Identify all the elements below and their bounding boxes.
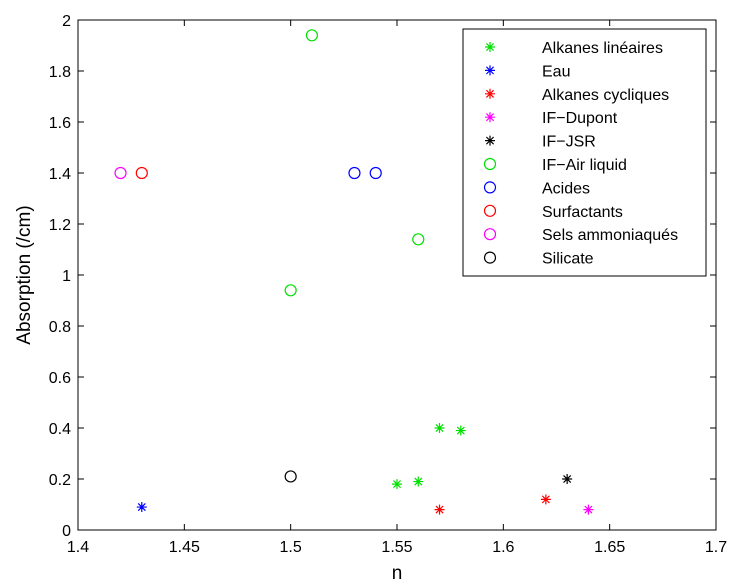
legend-label: IF−Air liquid	[542, 157, 627, 174]
data-markers	[114, 29, 594, 515]
data-point	[434, 423, 445, 433]
legend-label: Alkanes cycliques	[542, 87, 669, 104]
y-tick-label: 1	[62, 268, 71, 285]
x-tick-label: 1.7	[705, 539, 727, 556]
legend-box	[462, 28, 707, 277]
data-point	[392, 479, 402, 490]
legend-label: Surfactants	[542, 204, 623, 221]
y-tick-label: 0.4	[49, 421, 71, 438]
legend-marker	[485, 88, 495, 99]
data-point	[369, 166, 382, 180]
y-tick-label: 0	[62, 523, 71, 540]
legend-label: Acides	[542, 180, 590, 197]
legend-label: IF−Dupont	[542, 110, 618, 127]
x-tick-label: 1.4	[67, 539, 89, 556]
data-point	[540, 494, 551, 505]
y-tick-label: 0.6	[49, 370, 71, 387]
data-point	[284, 470, 297, 483]
y-tick-label: 1.6	[49, 115, 71, 132]
legend-marker	[485, 42, 495, 52]
data-point	[136, 502, 147, 513]
y-axis-label: Absorption (/cm)	[14, 205, 35, 344]
legend: Alkanes linéaires Eau Alkanes cycliques IF−…	[462, 28, 707, 277]
y-tick-label: 0.2	[49, 472, 71, 489]
data-point	[135, 166, 148, 180]
legend-marker	[483, 228, 497, 241]
y-tick-label: 1.4	[49, 166, 71, 183]
data-point	[305, 29, 319, 42]
data-point	[583, 504, 594, 515]
data-point	[562, 474, 573, 484]
legend-label: Silicate	[542, 251, 594, 268]
legend-marker	[485, 65, 495, 76]
data-point	[284, 284, 297, 297]
legend-label: IF−JSR	[542, 134, 596, 151]
y-tick-label: 0.8	[49, 319, 71, 336]
x-tick-label: 1.5	[280, 539, 302, 556]
legend-marker	[483, 251, 497, 264]
legend-label: Eau	[542, 63, 570, 80]
legend-marker	[485, 112, 495, 123]
x-axis-label: n	[392, 563, 403, 581]
y-tick-label: 2	[62, 13, 71, 30]
x-tick-label: 1.6	[492, 539, 514, 556]
x-tick-label: 1.55	[381, 539, 412, 556]
axis-ticks: 1.4 1.45 1.5 1.55 1.6 1.65 1.7 0 0.2 0.4 0.6 0.8 1 1.…	[49, 13, 727, 556]
data-point	[348, 166, 361, 180]
legend-marker	[483, 181, 497, 194]
data-point	[114, 166, 127, 180]
legend-marker	[483, 157, 497, 171]
legend-label: Sels ammoniaqués	[542, 227, 678, 244]
x-tick-label: 1.65	[594, 539, 625, 556]
legend-marker	[485, 135, 495, 146]
legend-marker	[483, 204, 497, 217]
x-tick-label: 1.45	[169, 539, 200, 556]
data-point	[434, 504, 445, 515]
data-point	[455, 425, 466, 436]
data-point	[412, 233, 425, 246]
y-tick-label: 1.2	[49, 217, 71, 234]
data-point	[413, 476, 424, 487]
legend-label: Alkanes linéaires	[542, 40, 663, 57]
y-tick-label: 1.8	[49, 64, 71, 81]
